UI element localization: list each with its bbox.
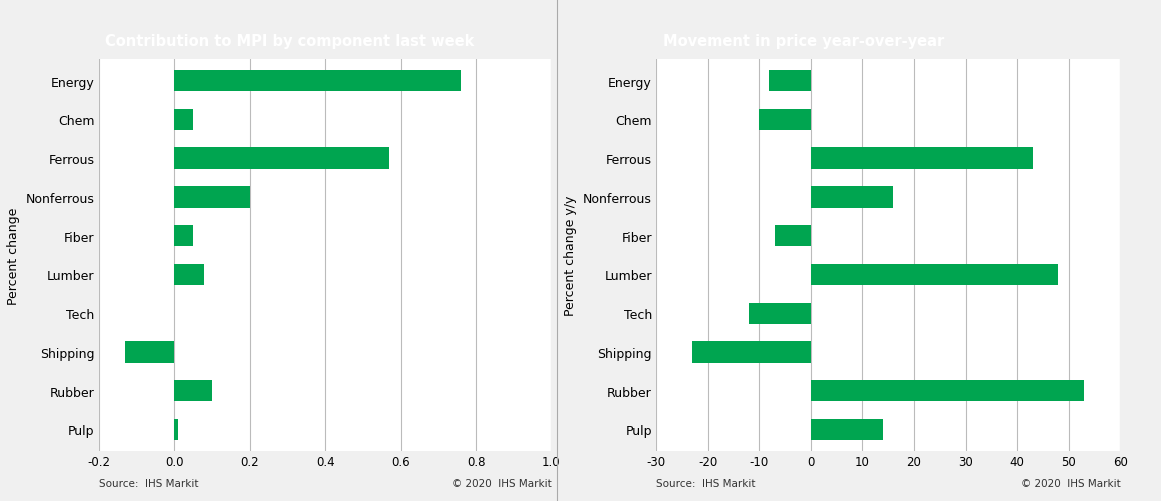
Bar — [174, 187, 250, 208]
Bar — [749, 303, 810, 324]
Text: Contribution to MPI by component last week: Contribution to MPI by component last we… — [106, 34, 475, 49]
Text: Source:  IHS Markit: Source: IHS Markit — [656, 478, 756, 488]
Bar — [770, 71, 810, 92]
Bar — [174, 380, 212, 402]
Bar — [692, 342, 810, 363]
Bar — [174, 264, 204, 286]
Bar — [174, 71, 461, 92]
Bar — [174, 419, 178, 440]
Text: © 2020  IHS Markit: © 2020 IHS Markit — [1021, 478, 1120, 488]
Y-axis label: Percent change y/y: Percent change y/y — [564, 195, 577, 316]
Text: © 2020  IHS Markit: © 2020 IHS Markit — [452, 478, 551, 488]
Bar — [810, 380, 1084, 402]
Bar — [810, 419, 884, 440]
Bar — [125, 342, 174, 363]
Bar — [810, 148, 1032, 169]
Bar — [174, 148, 389, 169]
Bar — [810, 187, 893, 208]
Bar — [810, 264, 1059, 286]
Text: Movement in price year-over-year: Movement in price year-over-year — [663, 34, 944, 49]
Bar — [174, 109, 193, 131]
Bar — [759, 109, 810, 131]
Text: Source:  IHS Markit: Source: IHS Markit — [99, 478, 199, 488]
Bar — [174, 225, 193, 247]
Bar — [774, 225, 810, 247]
Y-axis label: Percent change: Percent change — [7, 207, 20, 304]
